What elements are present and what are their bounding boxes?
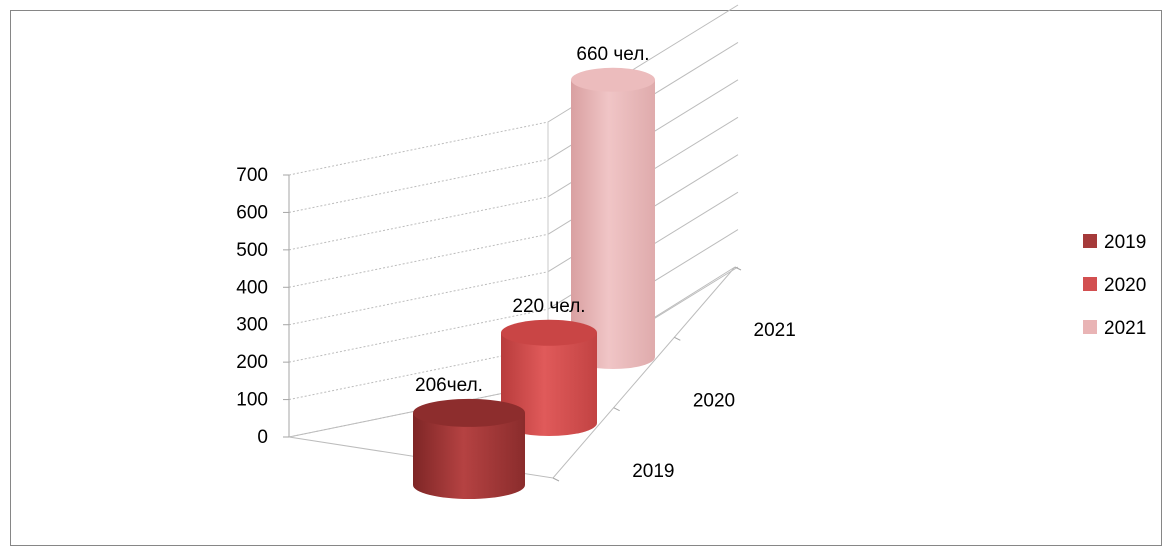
legend-label: 2020 [1104,275,1146,296]
y-axis: 0 100 200 300 400 500 600 700 [236,165,289,448]
legend-swatch [1083,234,1097,248]
side-gridline [288,308,549,363]
data-label: 206чел. [415,375,483,396]
bar-body [501,332,597,436]
x-tick [552,477,560,482]
y-tick-label: 600 [236,202,268,223]
bar-2019 [413,398,525,499]
y-tick-label: 100 [236,390,268,411]
x-tick [674,336,681,341]
bar-body [413,412,525,499]
bar-body [571,79,655,370]
y-tick-label: 300 [236,315,268,336]
side-gridline [288,233,549,288]
legend-item: 2021 [1083,318,1146,339]
x-tick-label: 2021 [754,320,796,341]
side-gridline [288,196,549,251]
x-axis: 2019 2020 2021 [552,266,796,482]
data-label: 660 чел. [576,44,649,65]
bars [413,67,655,499]
bar-top [413,398,525,427]
data-labels: 660 чел. 220 чел. 206чел. [415,44,650,396]
legend-swatch [1083,277,1097,291]
y-tick-label: 200 [236,352,268,373]
legend-swatch [1083,320,1097,334]
bar-2020 [501,319,597,436]
x-tick [734,266,742,271]
legend: 2019 2020 2021 [1083,232,1146,339]
bar-top [571,67,655,92]
y-tick-label: 500 [236,240,268,261]
bar-top [501,319,597,346]
side-gridline [288,121,549,176]
side-gridline [288,158,549,213]
data-label: 220 чел. [512,296,585,317]
x-tick-label: 2020 [693,391,735,412]
bar-2021 [571,67,655,370]
y-tick-label: 700 [236,165,268,186]
legend-item: 2020 [1083,275,1146,296]
legend-label: 2019 [1104,232,1146,253]
x-tick-label: 2019 [632,461,674,482]
y-tick-label: 400 [236,277,268,298]
legend-label: 2021 [1104,318,1146,339]
legend-item: 2019 [1083,232,1146,253]
x-tick [613,407,620,412]
side-gridline [288,271,549,326]
y-tick-label: 0 [257,427,268,448]
